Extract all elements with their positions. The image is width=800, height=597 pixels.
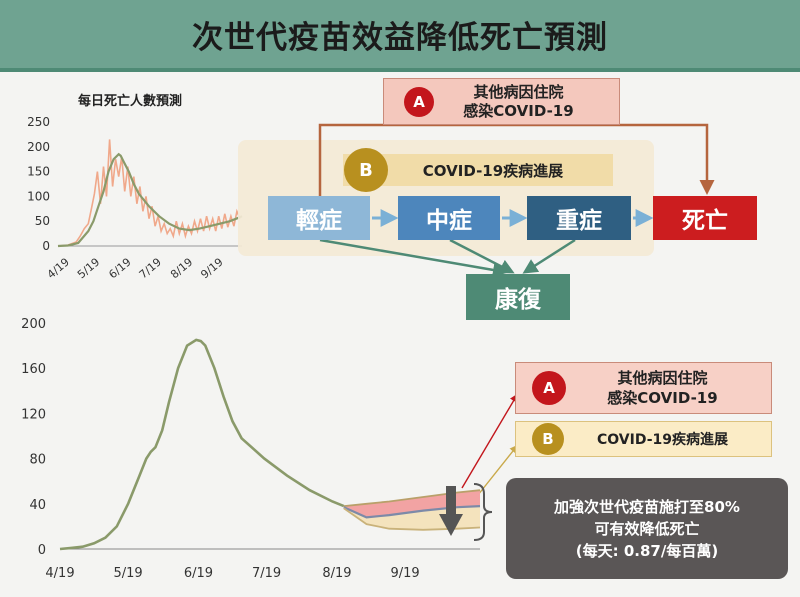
moderate-box: 中症 <box>398 196 500 240</box>
big-x-tick-label: 8/19 <box>322 566 351 581</box>
title-bar: 次世代疫苗效益降低死亡預測 <box>0 0 800 68</box>
small-y-tick-label: 200 <box>27 140 50 154</box>
big-y-tick-label: 0 <box>38 543 46 558</box>
small-y-tick-label: 150 <box>27 165 50 179</box>
note-line2: 可有效降低死亡 <box>594 519 700 538</box>
small-y-tick-label: 250 <box>27 115 50 129</box>
pointer-to-legend-b <box>473 444 519 501</box>
big-y-tick-label: 80 <box>29 453 46 468</box>
badge-a: A <box>404 87 434 117</box>
big-y-tick-label: 200 <box>21 317 46 332</box>
arrow-other-cause-path <box>318 123 715 196</box>
reason-b-box: COVID-19疾病進展 <box>343 154 613 186</box>
page-title: 次世代疫苗效益降低死亡預測 <box>192 19 608 56</box>
reason-a-line1: 其他病因住院 <box>473 82 564 101</box>
arrow-severe-to-recovery <box>522 238 576 274</box>
title-underline <box>0 68 800 72</box>
legend-a-line2: 感染COVID-19 <box>607 389 718 407</box>
small-y-tick-label: 50 <box>35 214 50 228</box>
reduction-band-a <box>343 490 480 518</box>
badge-b: B <box>344 148 388 192</box>
big-x-tick-label: 6/19 <box>184 566 213 581</box>
arrow-moderate-to-recovery <box>449 238 515 274</box>
big-x-tick-label: 9/19 <box>390 566 419 581</box>
big-y-tick-label: 120 <box>21 407 46 422</box>
reason-a-box: 其他病因住院 感染COVID-19 <box>383 78 620 125</box>
reduction-bracket <box>473 483 493 541</box>
note-line3: (每天: 0.87/每百萬) <box>575 541 719 560</box>
upper-scenario-line <box>343 489 481 507</box>
note-box: 加強次世代疫苗施打至80% 可有效降低死亡 (每天: 0.87/每百萬) <box>506 478 788 579</box>
reduction-arrow-shaft <box>446 486 456 516</box>
severe-box: 重症 <box>527 196 631 240</box>
small-y-tick-label: 0 <box>42 239 50 253</box>
recovery-box: 康復 <box>466 274 570 320</box>
lower-scenario-line <box>343 507 481 531</box>
big-x-tick-label: 5/19 <box>114 566 143 581</box>
note-line1: 加強次世代疫苗施打至80% <box>554 497 740 516</box>
small-projection-line <box>57 152 243 248</box>
mild-box: 輕症 <box>268 196 370 240</box>
middle-scenario-line <box>343 505 481 519</box>
big-y-tick-label: 160 <box>21 362 46 377</box>
legend-badge-a: A <box>532 371 566 405</box>
legend-a-line1: 其他病因住院 <box>617 369 708 387</box>
arrow-mild-to-recovery <box>319 238 508 278</box>
reason-a-line2: 感染COVID-19 <box>463 101 574 120</box>
legend-badge-b: B <box>532 423 564 455</box>
small-chart-title: 每日死亡人數預測 <box>78 94 183 109</box>
baseline-projection-line <box>59 338 345 551</box>
big-y-tick-label: 40 <box>29 498 46 513</box>
small-y-tick-label: 100 <box>27 189 50 203</box>
big-chart: 0 40 80 120 160 200 4/19 5/19 6/19 7/19 8/19 9/19 <box>21 317 493 581</box>
pointer-to-legend-a <box>461 393 518 489</box>
big-x-tick-label: 4/19 <box>45 566 74 581</box>
big-x-tick-label: 7/19 <box>252 566 281 581</box>
death-box: 死亡 <box>653 196 757 240</box>
reduction-arrow-head <box>439 514 463 536</box>
